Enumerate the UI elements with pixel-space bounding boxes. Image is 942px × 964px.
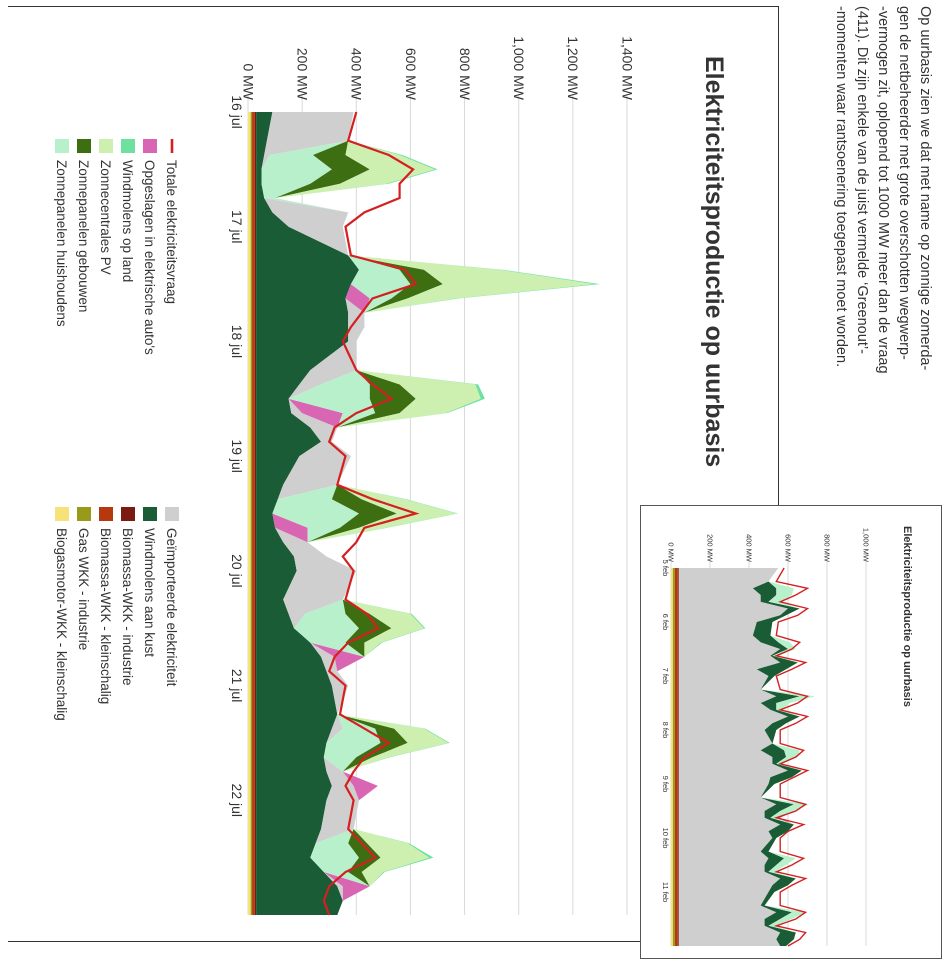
paragraph-line-4: (411). Dit zijn enkele van de juist verm… [854,6,870,354]
main-area-zonnepanelen-huishoudens [261,112,411,915]
paragraph-line-1: Op uurbasis zien we dat met name op zonn… [917,6,933,370]
main-legend: Totale elektriciteitsvraag Opgeslagen in … [54,139,179,721]
legend-item-biogasmotor-wkk-kleinschalig: Biogasmotor-WKK - kleinschalig [54,507,69,721]
inset-chart: Elektriciteitsproductie op uurbasis 0 MW… [661,526,913,947]
paragraph-line-5: -momenten waar rantsoenering toegepast m… [833,6,849,367]
paragraph-line-3: -vermogen zit, oplopend tot 1000 MW meer… [875,6,891,374]
legend-label: Zonnepanelen gebouwen [76,160,91,312]
legend-swatch [121,139,135,153]
main-y-tick-label: 1,400 MW [619,36,635,101]
legend-label: Gas WKK - industrie [76,528,91,650]
main-area-zonnecentrales-pv [275,112,595,915]
main-y-ticks: 0 MW 200 MW 400 MW 600 MW 800 MW 1,000 MW 1,20… [240,36,635,101]
legend-item-biomassa-wkk-industrie: Biomassa-WKK - industrie [120,507,135,686]
main-areas [248,111,600,916]
legend-swatch [99,507,113,521]
legend-item-zonnecentrales-pv: Zonnecentrales PV [98,139,113,275]
main-y-tick-label: 600 MW [403,48,419,101]
inset-y-tick-label: 800 MW [823,534,832,563]
legend-item-windmolens-aan-kust: Windmolens aan kust [142,507,157,657]
inset-demand-line [773,567,810,947]
legend-swatch [55,507,69,521]
legend-swatch [143,507,157,521]
main-chart: Elektriciteitsproductie op uurbasis 0 MW… [54,36,728,916]
main-y-tick-label: 1,000 MW [511,36,527,101]
inset-y-tick-label: 400 MW [745,534,754,563]
paragraph-svg: Op uurbasis zien we dat met name op zonn… [833,6,933,374]
legend-swatch [165,507,179,521]
main-x-tick-label: 22 jul [229,784,245,817]
legend-swatch [55,139,69,153]
main-x-tick-label: 17 jul [229,210,245,243]
inset-x-tick-label: 6 feb [661,614,670,631]
legend-item-totale-elektriciteitsvraag: Totale elektriciteitsvraag [164,139,179,304]
inset-area-biomassa-wkk-kleinschalig [674,568,678,946]
main-x-tick-label: 21 jul [229,669,245,702]
main-chart-title: Elektriciteitsproductie op uurbasis [700,56,728,467]
main-area-zonnepanelen-gebouwen [275,112,443,915]
legend-label: Totale elektriciteitsvraag [164,160,179,304]
inset-x-tick-label: 9 feb [661,776,670,793]
legend-label: Opgeslagen in elektrische auto's [142,160,157,355]
inset-panel: Elektriciteitsproductie op uurbasis 0 MW… [640,505,942,959]
legend-label: Biogasmotor-WKK - kleinschalig [54,528,69,721]
legend-item-windmolens-op-land: Windmolens op land [120,139,135,282]
legend-label: Windmolens op land [120,160,135,282]
legend-item-opgeslagen-in-elektrische-auto-s: Opgeslagen in elektrische auto's [142,139,157,355]
inset-areas [671,567,816,947]
legend-label: Biomassa-WKK - industrie [120,528,135,686]
inset-chart-title: Elektriciteitsproductie op uurbasis [901,526,913,707]
legend-item-gas-wkk-industrie: Gas WKK - industrie [76,507,91,650]
inset-area-biomassa-wkk-industrie [677,568,679,946]
inset-y-tick-label: 1,000 MW [862,528,871,563]
inset-x-tick-label: 5 feb [661,560,670,577]
main-y-tick-label: 800 MW [457,48,473,101]
main-area-biomassa-wkk-kleinschalig [252,112,255,915]
legend-swatch [99,139,113,153]
main-area-gas-wkk-industrie [250,112,253,915]
intro-paragraph: Op uurbasis zien we dat met name op zonn… [790,0,940,560]
main-y-tick-label: 0 MW [240,63,256,100]
legend-item-geimporteerde-elektriciteit: Geïmporteerde elektriciteit [164,507,179,687]
inset-x-tick-label: 11 feb [661,882,670,902]
main-y-tick-label: 1,200 MW [565,36,581,101]
paragraph-line-2: gen de netbeheerder met grote overschott… [896,6,912,360]
legend-swatch [77,139,91,153]
inset-area-zonnepanelen-huishoudens [760,568,816,946]
main-demand-line [322,111,420,916]
main-x-ticks: 16 jul 17 jul 18 jul 19 jul 20 jul 21 jul 22 j… [229,95,245,817]
legend-item-zonnepanelen-gebouwen: Zonnepanelen gebouwen [76,139,91,312]
main-area-biomassa-wkk-industrie [254,112,257,915]
main-y-tick-label: 400 MW [349,48,365,101]
inset-area-windmolens-aan-kust [752,568,802,946]
legend-label: Zonnecentrales PV [98,160,113,275]
main-area-biogasmotor-wkk-kleinschalig [248,112,251,915]
main-x-tick-label: 19 jul [229,439,245,472]
inset-y-tick-label: 200 MW [706,534,715,563]
legend-item-zonnepanelen-huishoudens: Zonnepanelen huishoudens [54,139,69,327]
main-x-tick-label: 20 jul [229,554,245,587]
main-x-tick-label: 18 jul [229,325,245,358]
legend-swatch [121,507,135,521]
inset-y-tick-label: 600 MW [784,534,793,563]
inset-area-gas-wkk-industrie [672,568,675,946]
legend-item-biomassa-wkk-kleinschalig: Biomassa-WKK - kleinschalig [98,507,113,704]
inset-x-ticks: 5 feb 6 feb 7 feb 8 feb 9 feb 10 feb 11 feb [661,560,670,902]
legend-label: Biomassa-WKK - kleinschalig [98,528,113,704]
legend-swatch [77,507,91,521]
main-area-windmolens-aan-kust [256,112,359,915]
inset-area-biogasmotor-wkk-kleinschalig [671,568,673,946]
legend-label: Windmolens aan kust [142,528,157,657]
legend-label: Geïmporteerde elektriciteit [164,528,179,687]
legend-swatch [143,139,157,153]
main-x-tick-label: 16 jul [229,95,245,128]
legend-label: Zonnepanelen huishoudens [54,160,69,327]
inset-y-ticks: 0 MW 200 MW 400 MW 600 MW 800 MW 1,000 MW [667,528,871,563]
inset-x-tick-label: 10 feb [661,828,670,849]
inset-x-tick-label: 7 feb [661,668,670,685]
chart-frame [8,6,779,942]
inset-x-tick-label: 8 feb [661,722,670,739]
inset-y-tick-label: 0 MW [667,542,676,563]
main-y-tick-label: 200 MW [295,48,311,101]
